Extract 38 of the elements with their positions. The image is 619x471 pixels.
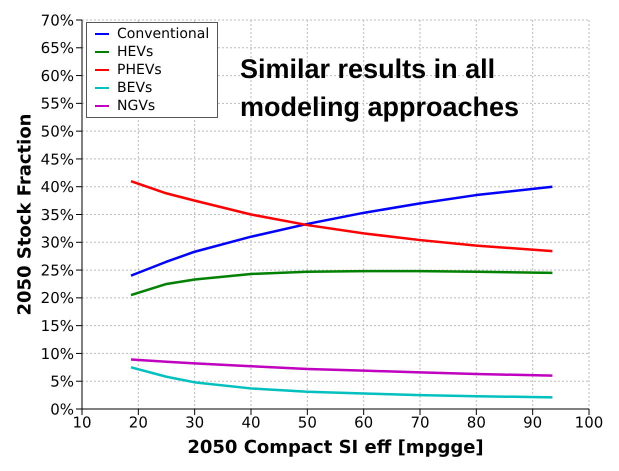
x-tick-label: 10 [72,414,92,432]
y-tick-label: 30% [40,234,74,252]
y-tick-label: 65% [40,39,74,58]
y-tick-label: 40% [40,178,74,196]
line-series [130,180,554,252]
y-tick-label: 70% [40,11,74,30]
y-tick-label: 20% [40,289,74,308]
x-tick-label: 20 [128,414,148,432]
legend-label: Conventional [117,25,210,43]
y-tick-label: 15% [40,316,74,335]
y-tick-label: 50% [40,122,74,140]
legend-label: PHEVs [117,61,162,79]
line-series [130,366,554,399]
x-tick-label: 90 [523,414,542,432]
x-tick-label: 40 [241,414,261,432]
x-axis-title: 2050 Compact SI eff [mpgge] [187,437,484,458]
y-tick-label: 60% [40,66,74,85]
y-tick-label: 0% [50,400,74,418]
x-tick-label: 30 [185,414,204,432]
line-series [130,358,554,377]
legend-label: NGVs [117,97,156,115]
y-tick-label: 55% [40,94,74,113]
legend-label: HEVs [117,43,154,61]
line-series [130,185,554,277]
x-tick-label: 100 [574,414,604,432]
x-tick-label: 70 [410,414,430,432]
y-axis-title: 2050 Stock Fraction [14,114,36,316]
y-tick-label: 5% [50,372,74,391]
legend-label: BEVs [117,79,152,97]
line-series [130,270,554,296]
x-tick-label: 60 [354,414,374,432]
x-tick-label: 50 [298,414,317,432]
x-tick-label: 80 [466,414,486,432]
y-tick-label: 10% [40,344,74,363]
y-tick-label: 45% [40,150,74,168]
y-tick-label: 25% [40,261,74,280]
y-tick-label: 35% [40,206,74,224]
annotation: Similar results in all modeling approaches [240,53,520,124]
